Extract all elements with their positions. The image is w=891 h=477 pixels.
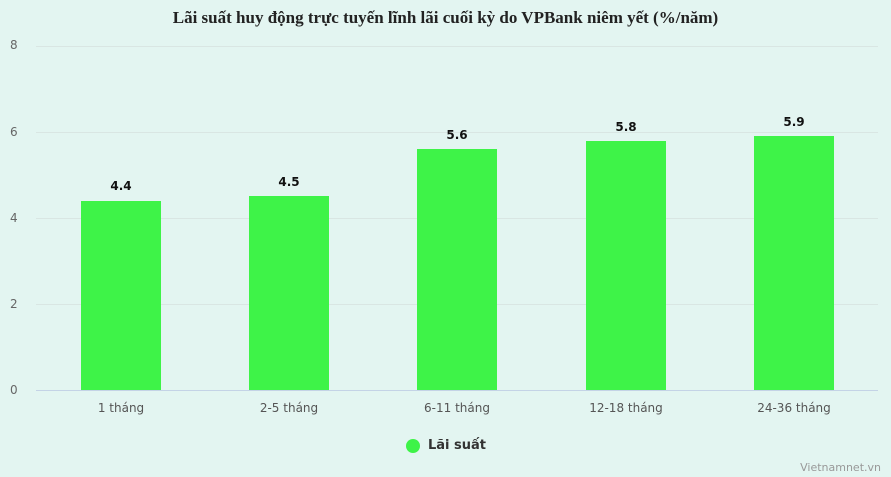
y-tick-8: 8 bbox=[10, 38, 18, 52]
bar-1-thang[interactable] bbox=[81, 201, 161, 390]
bar-2-5-thang[interactable] bbox=[249, 196, 329, 390]
data-label: 5.6 bbox=[446, 128, 468, 142]
data-label: 4.4 bbox=[110, 179, 132, 193]
plot-area: 4.4 4.5 5.6 5.8 5.9 bbox=[36, 46, 878, 391]
y-tick-2: 2 bbox=[10, 297, 18, 311]
x-label: 12-18 tháng bbox=[589, 401, 663, 415]
legend-item-lai-suat[interactable]: Lãi suất bbox=[406, 438, 486, 453]
gridline-8 bbox=[36, 46, 878, 47]
x-label: 24-36 tháng bbox=[757, 401, 831, 415]
x-axis-line bbox=[36, 390, 878, 391]
legend-label: Lãi suất bbox=[428, 438, 487, 453]
legend-dot-icon bbox=[406, 438, 420, 453]
y-tick-0: 0 bbox=[10, 383, 18, 397]
y-tick-4: 4 bbox=[10, 211, 18, 225]
data-label: 4.5 bbox=[278, 175, 300, 189]
y-tick-6: 6 bbox=[10, 125, 18, 139]
data-label: 5.9 bbox=[783, 115, 805, 129]
chart-title: Lãi suất huy động trực tuyến lĩnh lãi cu… bbox=[172, 8, 719, 27]
x-label: 6-11 tháng bbox=[424, 401, 490, 415]
x-label: 2-5 tháng bbox=[259, 401, 319, 415]
x-label: 1 tháng bbox=[97, 401, 145, 415]
bar-24-36-thang[interactable] bbox=[754, 136, 834, 390]
bar-6-11-thang[interactable] bbox=[417, 149, 497, 390]
gridline-6 bbox=[36, 132, 878, 133]
source-credit: Vietnamnet.vn bbox=[800, 461, 881, 474]
data-label: 5.8 bbox=[615, 120, 637, 134]
bar-12-18-thang[interactable] bbox=[586, 141, 666, 390]
